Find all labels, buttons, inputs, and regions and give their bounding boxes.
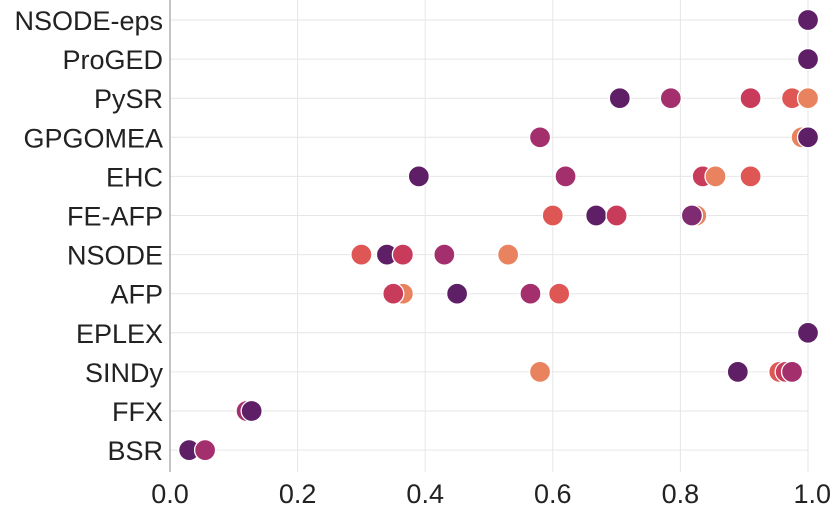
- data-point: [739, 165, 762, 188]
- data-point: [796, 87, 820, 110]
- data-point: [433, 243, 456, 266]
- x-tick-labels: 0.0 0.2 0.4 0.6 0.8 1.0: [151, 479, 831, 507]
- x-tick-label: 0.8: [662, 479, 700, 507]
- category-label: EPLEX: [76, 319, 163, 349]
- data-point: [608, 87, 631, 110]
- data-point: [541, 204, 564, 227]
- data-point: [796, 126, 820, 149]
- data-point: [407, 165, 430, 188]
- data-point: [780, 360, 804, 384]
- data-point: [382, 282, 405, 305]
- data-point: [391, 243, 415, 266]
- data-point: [496, 243, 520, 266]
- x-tick-label: 1.0: [793, 479, 831, 507]
- data-point: [704, 165, 727, 188]
- category-label: FFX: [112, 397, 163, 427]
- data-point: [659, 87, 682, 110]
- data-point: [528, 360, 552, 384]
- category-label: SINDy: [85, 358, 164, 388]
- data-point: [528, 126, 552, 149]
- x-tick-label: 0.0: [151, 479, 189, 507]
- data-point: [739, 87, 762, 110]
- data-point: [445, 282, 469, 305]
- category-label: AFP: [110, 280, 163, 310]
- x-tick-label: 0.6: [534, 479, 572, 507]
- data-point: [796, 8, 820, 32]
- category-label: ProGED: [62, 45, 163, 75]
- data-point: [193, 438, 217, 462]
- category-label: GPGOMEA: [23, 123, 163, 153]
- category-label: NSODE: [67, 241, 163, 271]
- data-point: [796, 47, 820, 71]
- category-label: EHC: [106, 162, 163, 192]
- category-label: FE-AFP: [67, 202, 163, 232]
- data-point: [240, 399, 263, 423]
- data-point: [796, 321, 820, 344]
- x-tick-label: 0.4: [406, 479, 444, 507]
- category-label: BSR: [107, 436, 163, 466]
- category-label: NSODE-eps: [14, 6, 163, 36]
- data-point: [726, 360, 749, 384]
- category-labels: NSODE-eps ProGED PySR GPGOMEA EHC FE-AFP NSODE…: [14, 6, 163, 466]
- data-point: [605, 204, 628, 227]
- x-tick-label: 0.2: [279, 479, 317, 507]
- data-point: [519, 282, 542, 305]
- category-label: PySR: [94, 84, 163, 114]
- data-point: [350, 243, 373, 266]
- data-point: [680, 204, 704, 227]
- data-points: [177, 8, 820, 462]
- data-point: [548, 282, 571, 305]
- grid-lines: [170, 0, 809, 472]
- data-point: [554, 165, 577, 188]
- data-point: [585, 204, 608, 227]
